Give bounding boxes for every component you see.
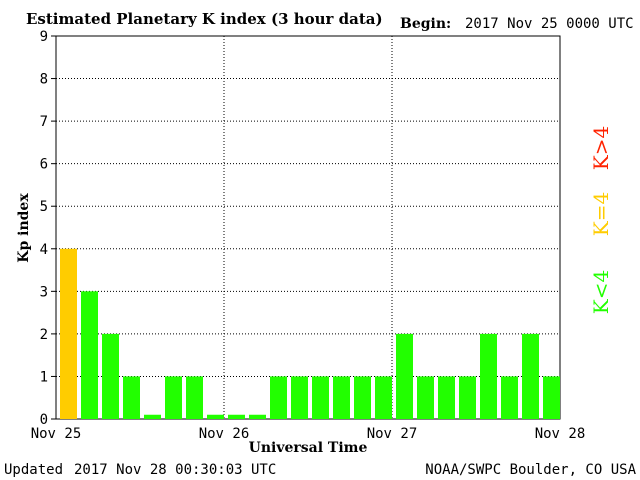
y-tick-label: 1: [40, 369, 48, 385]
x-axis-label: Universal Time: [249, 440, 368, 456]
begin-value: 2017 Nov 25 0000 UTC: [465, 16, 634, 32]
kp-bar: [186, 376, 203, 419]
source-credit: NOAA/SWPC Boulder, CO USA: [425, 462, 636, 478]
kp-bar: [144, 414, 161, 419]
updated-value: 2017 Nov 28 00:30:03 UTC: [74, 462, 276, 478]
kp-bar: [270, 376, 287, 419]
kp-bar: [291, 376, 308, 419]
x-tick-label: Nov 28: [535, 426, 586, 442]
plot-frame: [55, 35, 561, 420]
kp-bar: [249, 414, 266, 419]
y-tick-label: 0: [40, 412, 48, 428]
x-tick-label: Nov 26: [199, 426, 250, 442]
y-tick-label: 8: [40, 72, 48, 88]
x-tick-label: Nov 25: [31, 426, 82, 442]
kp-bar: [459, 376, 476, 419]
kp-bar: [417, 376, 434, 419]
x-tick-label: Nov 27: [367, 426, 418, 442]
kp-bar: [81, 291, 98, 419]
kp-bar: [102, 333, 119, 419]
y-tick-label: 5: [40, 199, 48, 215]
kp-bar: [480, 333, 497, 419]
kp-bar: [207, 414, 224, 419]
kp-bar: [375, 376, 392, 419]
legend-k-less-4: K<4: [589, 270, 613, 314]
kp-bar: [312, 376, 329, 419]
y-tick-label: 7: [40, 114, 48, 130]
kp-bar: [396, 333, 413, 419]
kp-bar: [354, 376, 371, 419]
kp-bar: [522, 333, 539, 419]
kp-bar: [543, 376, 560, 419]
kp-bar: [165, 376, 182, 419]
updated-label: Updated: [4, 462, 63, 478]
y-tick-label: 6: [40, 157, 48, 173]
y-tick-label: 4: [40, 242, 48, 258]
legend-k-equal-4: K=4: [589, 192, 613, 236]
y-tick-label: 2: [40, 327, 48, 343]
kp-bar: [228, 414, 245, 419]
y-tick-label: 9: [40, 29, 48, 45]
kp-bar: [501, 376, 518, 419]
begin-label: Begin:: [400, 16, 451, 32]
y-ticks: 0 1 2 3 4 5 6 7 8 9: [40, 29, 56, 428]
y-tick-label: 3: [40, 284, 48, 300]
legend: K<4 K=4 K>4: [589, 126, 613, 314]
kp-bar: [60, 248, 77, 419]
x-ticks: Nov 25 Nov 26 Nov 27 Nov 28: [31, 426, 586, 442]
legend-k-greater-4: K>4: [589, 126, 613, 170]
chart-title: Estimated Planetary K index (3 hour data…: [26, 10, 383, 28]
kp-bar: [123, 376, 140, 419]
bars: [60, 248, 560, 419]
kp-bar: [333, 376, 350, 419]
y-axis-label: Kp index: [16, 193, 32, 263]
kp-bar: [438, 376, 455, 419]
